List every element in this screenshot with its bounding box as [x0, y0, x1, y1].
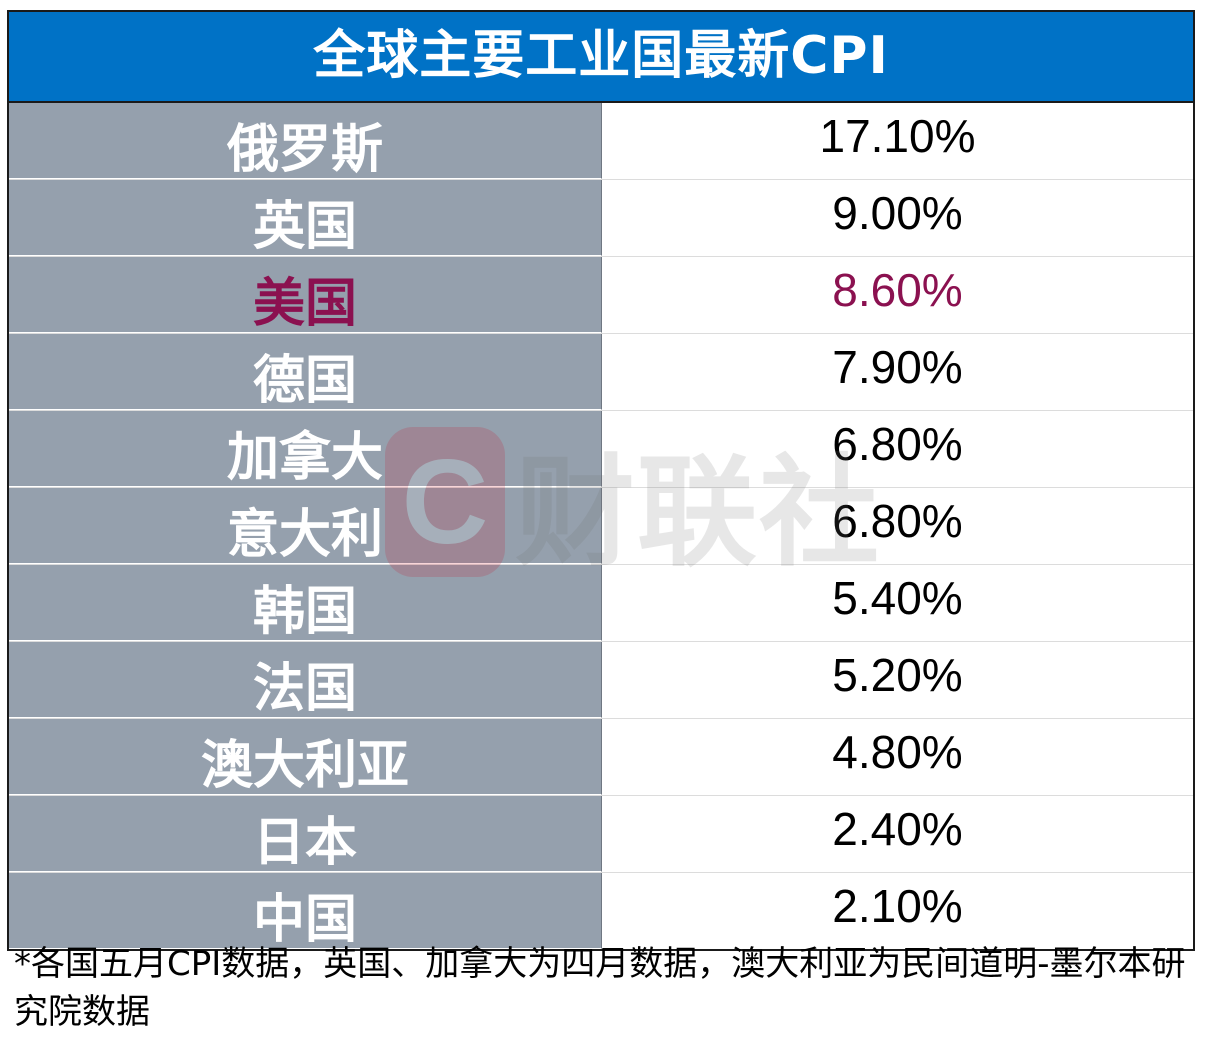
cpi-value-cell: 7.90%: [602, 334, 1193, 410]
country-cell: 英国: [9, 180, 602, 256]
footnote: *各国五月CPI数据，英国、加拿大为四月数据，澳大利亚为民间道明-墨尔本研究院数…: [14, 944, 1186, 1032]
table-row: 俄罗斯 17.10%: [9, 103, 1193, 180]
country-cell: 意大利: [9, 488, 602, 564]
cpi-value-cell: 4.80%: [602, 719, 1193, 795]
cpi-table: 全球主要工业国最新CPI 俄罗斯 17.10% 英国 9.00% 美国 8.60% 德国 7.…: [7, 10, 1195, 951]
cpi-value-cell: 8.60%: [602, 257, 1193, 333]
cpi-value-cell: 6.80%: [602, 411, 1193, 487]
table-row: 意大利 6.80%: [9, 488, 1193, 565]
country-cell: 美国: [9, 257, 602, 333]
country-cell: 法国: [9, 642, 602, 718]
country-cell: 德国: [9, 334, 602, 410]
table-row: 加拿大 6.80%: [9, 411, 1193, 488]
table-row: 法国 5.20%: [9, 642, 1193, 719]
table-row: 中国 2.10%: [9, 873, 1193, 949]
cpi-value-cell: 6.80%: [602, 488, 1193, 564]
cpi-value-cell: 17.10%: [602, 103, 1193, 179]
cpi-value-cell: 5.20%: [602, 642, 1193, 718]
cpi-value-cell: 9.00%: [602, 180, 1193, 256]
cpi-value-cell: 2.40%: [602, 796, 1193, 872]
table-title: 全球主要工业国最新CPI: [9, 12, 1193, 103]
table-row: 韩国 5.40%: [9, 565, 1193, 642]
country-cell: 日本: [9, 796, 602, 872]
table-row: 德国 7.90%: [9, 334, 1193, 411]
country-cell: 澳大利亚: [9, 719, 602, 795]
table-row: 英国 9.00%: [9, 180, 1193, 257]
country-cell: 韩国: [9, 565, 602, 641]
cpi-value-cell: 2.10%: [602, 873, 1193, 949]
table-row: 日本 2.40%: [9, 796, 1193, 873]
table-row: 澳大利亚 4.80%: [9, 719, 1193, 796]
country-cell: 中国: [9, 873, 602, 949]
country-cell: 俄罗斯: [9, 103, 602, 179]
table-body: 俄罗斯 17.10% 英国 9.00% 美国 8.60% 德国 7.90% 加拿大 6.80% 意大…: [9, 103, 1193, 949]
table-row: 美国 8.60%: [9, 257, 1193, 334]
cpi-value-cell: 5.40%: [602, 565, 1193, 641]
country-cell: 加拿大: [9, 411, 602, 487]
